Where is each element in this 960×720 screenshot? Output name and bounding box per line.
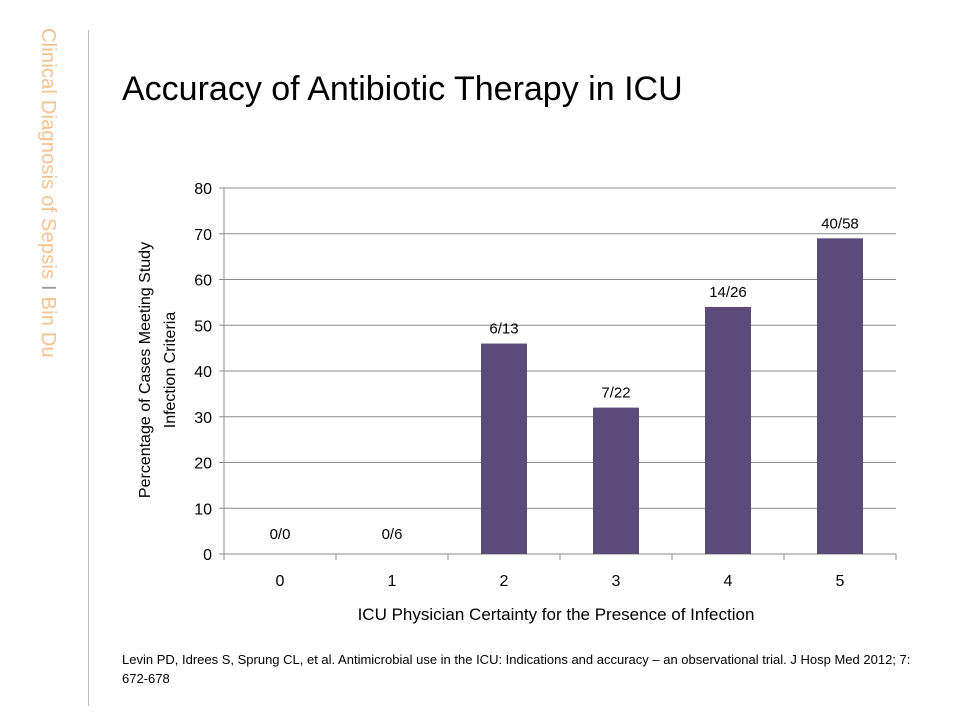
x-tick-label: 5	[836, 573, 845, 590]
data-label: 0/6	[382, 526, 403, 543]
y-tick-label: 10	[194, 501, 212, 518]
y-tick-label: 70	[194, 227, 212, 244]
bar	[481, 343, 527, 554]
sidebar-divider	[88, 30, 89, 706]
data-label: 14/26	[709, 284, 747, 301]
y-tick-label: 50	[194, 318, 212, 335]
y-axis-title-line: Percentage of Cases Meeting Study	[137, 242, 154, 498]
y-axis-title-line: Infection Criteria	[162, 312, 179, 429]
x-tick-label: 3	[612, 573, 621, 590]
sidebar-separator: I	[37, 285, 59, 291]
data-label: 6/13	[489, 321, 518, 338]
slide-title: Accuracy of Antibiotic Therapy in ICU	[122, 70, 683, 108]
sidebar-author: Bin Du	[37, 296, 59, 358]
bar	[705, 306, 751, 554]
data-label: 0/0	[270, 526, 291, 543]
x-tick-label: 4	[724, 573, 733, 590]
citation: Levin PD, Idrees S, Sprung CL, et al. An…	[122, 652, 911, 686]
bar	[817, 238, 863, 554]
data-label: 40/58	[821, 215, 859, 232]
x-tick-label: 2	[500, 573, 509, 590]
x-tick-label: 0	[276, 573, 285, 590]
y-tick-label: 0	[203, 547, 212, 564]
x-tick-label: 1	[388, 573, 397, 590]
data-label: 7/22	[601, 385, 630, 402]
bar	[593, 407, 639, 554]
y-tick-label: 20	[194, 456, 212, 473]
x-axis-title: ICU Physician Certainty for the Presence…	[358, 605, 755, 624]
y-tick-label: 40	[194, 364, 212, 381]
sidebar-title: Clinical Diagnosis of Sepsis	[37, 28, 59, 280]
y-tick-label: 30	[194, 410, 212, 427]
y-tick-label: 80	[194, 181, 212, 198]
y-tick-label: 60	[194, 273, 212, 290]
sidebar-label: Clinical Diagnosis of Sepsis I Bin Du	[36, 28, 59, 358]
